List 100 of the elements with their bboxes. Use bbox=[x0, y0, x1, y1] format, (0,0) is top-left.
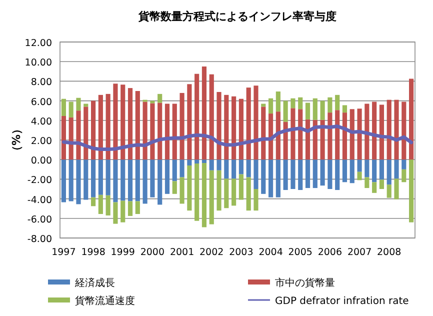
bar bbox=[379, 160, 384, 180]
bar bbox=[84, 104, 88, 107]
bar bbox=[194, 164, 200, 221]
bar bbox=[402, 102, 406, 160]
x-tick-label: 2008 bbox=[377, 247, 402, 258]
bar bbox=[402, 160, 406, 170]
x-tick-label: 2001 bbox=[170, 247, 194, 258]
x-tick-label: 2004 bbox=[258, 247, 283, 258]
x-tick-label: 2005 bbox=[288, 247, 312, 258]
bar bbox=[172, 160, 177, 182]
bar bbox=[172, 181, 177, 194]
bar bbox=[202, 160, 207, 164]
bar bbox=[328, 97, 332, 113]
bar bbox=[135, 160, 140, 202]
bar bbox=[402, 169, 406, 182]
bar bbox=[84, 160, 88, 200]
bar bbox=[216, 170, 222, 211]
bar bbox=[254, 189, 258, 211]
bar bbox=[305, 160, 310, 188]
bar bbox=[305, 102, 310, 120]
bar bbox=[76, 98, 81, 111]
y-tick-label: 8.00 bbox=[30, 77, 52, 88]
bar bbox=[61, 116, 66, 160]
x-tick-label: 2003 bbox=[229, 247, 254, 258]
bar bbox=[342, 160, 348, 182]
bar bbox=[106, 94, 110, 160]
bar bbox=[61, 98, 66, 116]
y-tick-label: 10.00 bbox=[24, 58, 52, 69]
bar bbox=[283, 160, 288, 190]
bar bbox=[164, 160, 170, 194]
y-tick-label: 4.00 bbox=[30, 116, 52, 128]
bar bbox=[276, 160, 280, 198]
bar bbox=[342, 112, 348, 160]
bar bbox=[298, 109, 303, 160]
x-tick-label: 2002 bbox=[200, 247, 224, 258]
legend-label: GDP defrator infration rate bbox=[275, 296, 409, 307]
bar bbox=[372, 102, 377, 160]
y-tick-label: 6.00 bbox=[30, 96, 52, 108]
bar bbox=[113, 160, 118, 202]
bar bbox=[283, 100, 288, 122]
bar bbox=[386, 160, 392, 185]
x-tick-label: 2000 bbox=[140, 247, 165, 258]
bar bbox=[61, 160, 66, 202]
bar bbox=[135, 91, 140, 160]
legend-label: 貨幣流通速度 bbox=[75, 295, 135, 307]
bar bbox=[216, 92, 222, 160]
bar bbox=[209, 170, 214, 224]
bar bbox=[394, 100, 399, 160]
y-tick-label: -8.00 bbox=[27, 234, 52, 245]
bar bbox=[90, 160, 96, 198]
bar bbox=[120, 160, 126, 201]
bar bbox=[76, 160, 81, 204]
bar bbox=[320, 100, 325, 120]
bar bbox=[238, 98, 244, 160]
bar bbox=[268, 98, 274, 114]
bar bbox=[98, 194, 103, 214]
bar bbox=[276, 91, 280, 112]
bar bbox=[180, 177, 184, 204]
bar bbox=[232, 96, 236, 160]
bar bbox=[409, 160, 414, 222]
bar bbox=[187, 165, 192, 211]
bar bbox=[328, 160, 332, 189]
bar bbox=[113, 84, 118, 160]
bar bbox=[276, 112, 280, 160]
bar bbox=[335, 160, 340, 190]
bar bbox=[238, 160, 244, 174]
bar bbox=[158, 102, 162, 160]
bar bbox=[357, 172, 362, 180]
bar bbox=[261, 106, 266, 160]
bar bbox=[312, 160, 318, 188]
bar bbox=[246, 160, 251, 178]
bar bbox=[261, 160, 266, 194]
bar bbox=[90, 197, 96, 206]
bar bbox=[394, 160, 399, 179]
y-tick-label: -4.00 bbox=[27, 194, 52, 206]
x-tick-label: 2006 bbox=[318, 247, 342, 258]
bar bbox=[394, 178, 399, 200]
bar bbox=[364, 104, 370, 160]
bar bbox=[238, 174, 244, 200]
bar bbox=[261, 104, 266, 107]
bar bbox=[335, 94, 340, 110]
bar bbox=[128, 88, 133, 160]
x-tick-label: 2007 bbox=[347, 247, 372, 258]
y-tick-label: -6.00 bbox=[27, 214, 52, 226]
bar bbox=[372, 182, 377, 193]
bar bbox=[142, 160, 148, 204]
bar bbox=[202, 66, 207, 160]
bar bbox=[209, 74, 214, 160]
bar bbox=[298, 160, 303, 190]
bar bbox=[350, 160, 354, 184]
bar bbox=[180, 92, 184, 160]
chart-title: 貨幣数量方程式によるインフレ率寄与度 bbox=[138, 10, 336, 23]
bar bbox=[150, 103, 155, 160]
bar bbox=[224, 160, 229, 179]
bar bbox=[68, 117, 74, 160]
bar bbox=[232, 160, 236, 179]
bar bbox=[187, 160, 192, 166]
legend-label: 経済成長 bbox=[74, 277, 115, 289]
bar bbox=[187, 84, 192, 160]
bar bbox=[290, 108, 296, 160]
